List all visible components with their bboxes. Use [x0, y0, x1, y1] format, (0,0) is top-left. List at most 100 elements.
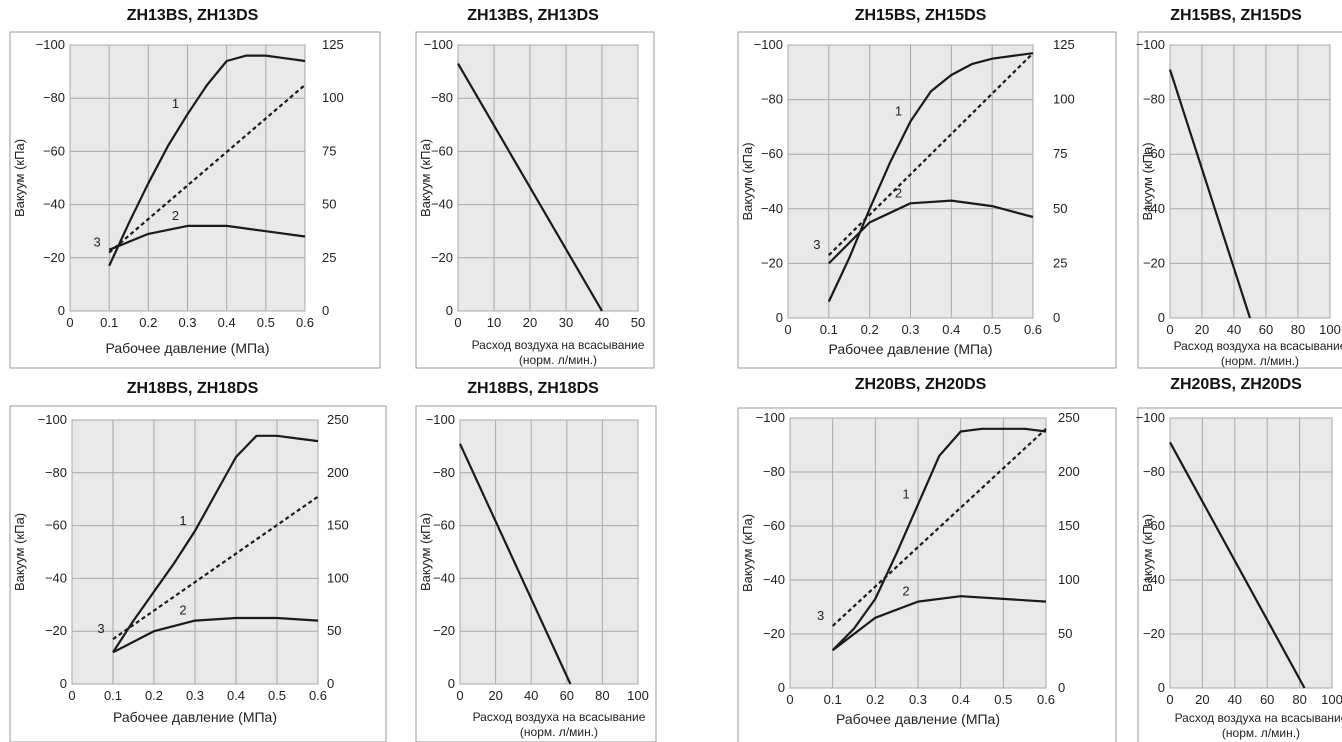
chart-panel-1: ZH13BS, ZH13DS 0 0.1 0.2 0.3 0.4 0.5 0.6 0 −20 −4…	[0, 0, 385, 372]
chart-svg: 0 0.1 0.2 0.3 0.4 0.5 0.60−20−40−60−80−1000501…	[9, 405, 387, 742]
y-tick-label: −100	[426, 412, 455, 427]
y2-tick-label: 75	[322, 143, 336, 158]
series-line-1	[108, 54, 306, 267]
y2-tick-label: 0	[327, 676, 334, 691]
y-tick-label: −20	[763, 626, 785, 641]
y2-tick-label: 125	[1053, 37, 1075, 52]
y2-tick-label: 200	[1058, 464, 1080, 479]
y-axis-label: Вакуум (кПа)	[12, 513, 27, 591]
series-label: 1	[179, 513, 186, 528]
x-tick-label: 0.5	[994, 692, 1012, 707]
series-label: 3	[97, 621, 104, 636]
series-label: 2	[902, 584, 909, 599]
y2-tick-label: 125	[322, 37, 344, 52]
y-tick-label: −60	[761, 146, 783, 161]
x-tick-label: 0	[784, 322, 791, 337]
y-tick-label: −80	[763, 464, 785, 479]
y-tick-label: −40	[45, 570, 67, 585]
x-tick-label: 0.6	[296, 315, 314, 330]
chart-svg: 0 0.1 0.2 0.3 0.4 0.5 0.6 0 −20 −40 −60 −80 −100 0 25 5…	[9, 31, 381, 369]
series-line-1	[827, 52, 1034, 303]
y-tick-label: 0	[60, 676, 67, 691]
chart-title: ZH13BS, ZH13DS	[126, 7, 259, 24]
y-tick-label: −20	[433, 623, 455, 638]
y-axis-label: Вакуум (кПа)	[418, 139, 433, 217]
series-label: 3	[817, 608, 824, 623]
series-line-3	[108, 84, 306, 254]
y-tick-label: −100	[36, 37, 65, 52]
chart-svg: 0 20 40 60 80 100 0 −20 −40 −60 −80 −100 Вакуум (кПа…	[1136, 407, 1342, 742]
series-line-3	[828, 52, 1034, 256]
y2-tick-label: 250	[327, 412, 349, 427]
y-tick-label: −60	[43, 143, 65, 158]
x-tick-label: 60	[1260, 692, 1274, 707]
y-tick-label: −80	[433, 465, 455, 480]
x-tick-label: 0	[456, 688, 463, 703]
x-tick-label: 10	[487, 315, 501, 330]
chart-svg: 0 20 40 60 80 100 0 −20 −40 −60 −80 −100 Вакуум (кПа…	[415, 405, 657, 742]
x-axis-label-unit: (норм. л/мин.)	[1221, 354, 1299, 368]
x-axis-label: Расход воздуха на всасывание	[473, 710, 646, 724]
series-label: 2	[179, 603, 186, 618]
x-tick-label: 0.5	[983, 322, 1001, 337]
y-tick-label: −40	[43, 197, 65, 212]
chart-title: ZH20BS, ZH20DS	[1170, 376, 1302, 393]
x-tick-label: 0	[66, 315, 73, 330]
y-tick-label: −80	[761, 92, 783, 107]
series-line-1	[831, 427, 1047, 651]
x-axis-label: Рабочее давление (МПа)	[828, 341, 992, 357]
y-axis-label: Вакуум (кПа)	[740, 514, 755, 592]
y2-tick-label: 50	[327, 623, 341, 638]
series-line-2	[112, 616, 319, 654]
x-tick-label: 0.6	[1037, 692, 1055, 707]
series-label: 1	[172, 96, 179, 111]
y2-tick-label: 75	[1053, 146, 1067, 161]
y2-tick-label: 200	[327, 465, 349, 480]
x-tick-label: 0.4	[942, 322, 960, 337]
y2-tick-label: 100	[327, 570, 349, 585]
x-axis-label: Расход воздуха на всасывание	[1174, 339, 1342, 353]
y2-tick-label: 0	[1058, 680, 1065, 695]
x-tick-label: 0.4	[227, 688, 245, 703]
x-tick-label: 80	[1291, 322, 1305, 337]
chart-title: ZH20BS, ZH20DS	[854, 376, 987, 393]
x-tick-label: 40	[595, 315, 609, 330]
y-tick-label: −100	[756, 410, 785, 425]
x-tick-label: 0	[68, 688, 75, 703]
y-tick-label: −40	[763, 572, 785, 587]
x-tick-label: 40	[524, 688, 538, 703]
chart-panel-4: ZH15BS, ZH15DS 0 20 40 60 80 100 0 −20 −40 −60 −80…	[1130, 0, 1342, 372]
x-tick-label: 0.1	[104, 688, 122, 703]
series-label: 2	[172, 208, 179, 223]
series-line-main	[1169, 441, 1306, 689]
y-tick-label: 0	[1158, 310, 1165, 325]
y2-tick-label: 100	[1058, 572, 1080, 587]
y2-tick-label: 150	[327, 518, 349, 533]
y-tick-label: −40	[1143, 201, 1165, 216]
y-tick-label: −60	[433, 518, 455, 533]
y-tick-label: −60	[1143, 518, 1165, 533]
y-tick-label: −80	[1143, 92, 1165, 107]
x-axis-label: Рабочее давление (МПа)	[836, 711, 1000, 727]
chart-panel-2: ZH13BS, ZH13DS 0 10 20 30 40 50 0 −20 −40 −60 −80 −…	[408, 0, 658, 372]
y-axis-label: Вакуум (кПа)	[12, 139, 27, 217]
y-tick-label: −100	[754, 37, 783, 52]
y-tick-label: −20	[1143, 626, 1165, 641]
x-axis-label: Расход воздуха на всасывание	[472, 338, 645, 352]
series-line-main	[1168, 69, 1252, 319]
x-axis-label-unit: (норм. л/мин.)	[1222, 726, 1300, 740]
plot-area	[457, 44, 639, 312]
x-tick-label: 0.3	[186, 688, 204, 703]
series-line-2	[108, 224, 306, 251]
chart-panel-3: ZH15BS, ZH15DS 0 0.1 0.2 0.3 0.4 0.5 0.6 0 −20 −4…	[728, 0, 1117, 372]
x-tick-label: 0	[1166, 692, 1173, 707]
x-tick-label: 0.3	[901, 322, 919, 337]
series-line-main	[459, 443, 572, 685]
y-tick-label: −40	[1143, 572, 1165, 587]
x-tick-label: 0.2	[139, 315, 157, 330]
x-tick-label: 0	[1166, 322, 1173, 337]
series-label: 1	[895, 103, 902, 118]
y-tick-label: 0	[778, 680, 785, 695]
x-axis-label-unit: (норм. л/мин.)	[519, 353, 597, 367]
x-tick-label: 0	[454, 315, 461, 330]
